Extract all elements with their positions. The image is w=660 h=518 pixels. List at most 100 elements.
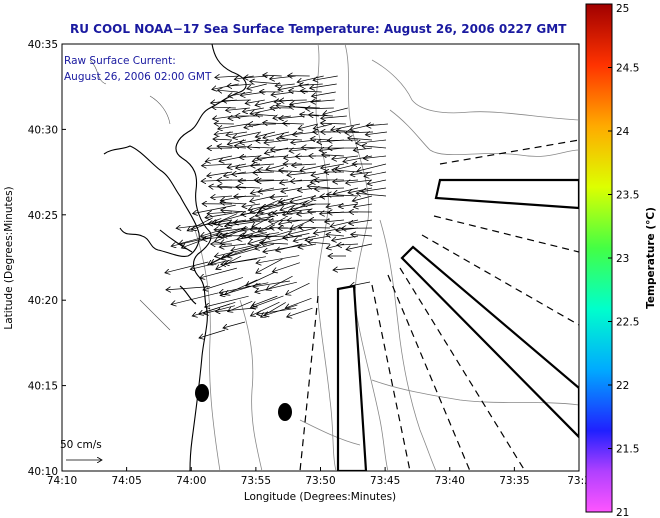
current-vector [193, 204, 236, 214]
current-vector [321, 163, 345, 168]
current-vector [367, 179, 387, 184]
current-vector [351, 234, 373, 236]
current-vector [179, 232, 221, 244]
current-vector [263, 131, 290, 138]
current-vector [273, 208, 313, 213]
annotation-line1: Raw Surface Current: [64, 55, 176, 67]
buoy-marker [195, 384, 209, 402]
y-axis-label: Latitude (Degrees:Minutes) [3, 186, 15, 329]
current-vector [223, 321, 246, 328]
current-vector [287, 307, 313, 317]
current-vector [279, 100, 307, 101]
current-vector [312, 91, 336, 96]
current-vector [165, 261, 209, 273]
current-vector [289, 107, 320, 108]
current-vector [213, 139, 233, 140]
current-vector [297, 212, 317, 214]
current-vector [187, 217, 213, 231]
current-vector [242, 107, 264, 112]
current-vector [200, 226, 231, 236]
current-vector [365, 132, 388, 135]
current-vector [234, 196, 261, 197]
x-tick-label: 73:3 [567, 475, 591, 487]
current-vector [200, 267, 237, 278]
y-tick-label: 40:35 [28, 39, 58, 51]
current-vector [192, 301, 236, 316]
y-tick-label: 40:10 [28, 466, 58, 478]
current-vector [225, 279, 258, 295]
current-vector [263, 244, 307, 251]
current-vector [227, 248, 257, 256]
current-vector [218, 123, 248, 129]
current-vector [257, 156, 289, 158]
map-title: RU COOL NOAA−17 Sea Surface Temperature:… [70, 22, 567, 36]
current-vector [217, 90, 238, 92]
current-vector [242, 204, 261, 207]
x-tick-label: 74:05 [111, 475, 141, 487]
current-vector [256, 255, 300, 264]
y-tick-label: 40:25 [28, 210, 58, 222]
scale-label: 50 cm/s [60, 439, 102, 451]
current-vector [258, 217, 286, 232]
radar-dashed-lines [299, 139, 579, 471]
current-vector [237, 232, 280, 240]
current-vector [216, 229, 249, 236]
current-vectors [165, 75, 388, 338]
y-tick-label: 40:15 [28, 381, 58, 393]
current-vector [298, 227, 331, 228]
current-vector [261, 233, 310, 243]
radar-beams [336, 178, 579, 471]
current-vector [322, 155, 345, 156]
current-vector [212, 107, 236, 108]
colorbar-tick-label: 23 [616, 253, 629, 265]
current-vector [288, 227, 317, 234]
current-vector [255, 281, 297, 292]
x-tick-label: 74:00 [176, 475, 206, 487]
current-vector [337, 244, 359, 245]
current-vector [270, 148, 303, 150]
current-vector [272, 262, 300, 272]
x-tick-label: 73:40 [435, 475, 465, 487]
x-tick-labels: 74:10 74:05 74:00 73:55 73:50 73:45 73:40 73:35… [47, 467, 591, 487]
x-tick-label: 74:10 [47, 475, 77, 487]
current-vector [261, 302, 286, 317]
current-vector [246, 271, 276, 286]
current-vector [357, 163, 387, 171]
y-tick-label: 40:30 [28, 124, 58, 136]
current-vector [280, 199, 310, 210]
current-vector [266, 275, 293, 290]
current-vector [236, 163, 261, 168]
current-vector [255, 243, 275, 249]
current-vector [218, 227, 245, 238]
buoy-marker [278, 403, 292, 421]
current-vector [270, 196, 289, 198]
current-vector [279, 170, 303, 172]
land-detail [89, 59, 171, 331]
colorbar-tick-label: 22.5 [616, 317, 639, 329]
current-vector [321, 116, 347, 118]
current-vector [242, 227, 274, 236]
current-vector [346, 243, 373, 250]
x-tick-label: 73:35 [499, 475, 529, 487]
current-vector [325, 220, 345, 222]
current-vector [323, 107, 348, 114]
colorbar-tick-labels: 25 24.5 24 23.5 23 22.5 22 21.5 21 [608, 3, 639, 518]
current-vector [363, 156, 387, 158]
current-vector [205, 295, 249, 307]
current-vector [326, 234, 345, 236]
current-vector [305, 108, 334, 109]
current-vector [211, 196, 233, 198]
current-vector [300, 91, 322, 92]
current-vector [252, 295, 278, 306]
current-vector [256, 258, 283, 273]
current-vector [313, 75, 338, 80]
current-vector [280, 131, 304, 137]
current-vector [218, 186, 247, 188]
current-vector [320, 123, 346, 124]
current-vector [290, 219, 313, 230]
current-vector [286, 282, 310, 295]
x-tick-label: 73:50 [305, 475, 335, 487]
current-vector [250, 164, 275, 166]
current-vector [176, 223, 216, 228]
